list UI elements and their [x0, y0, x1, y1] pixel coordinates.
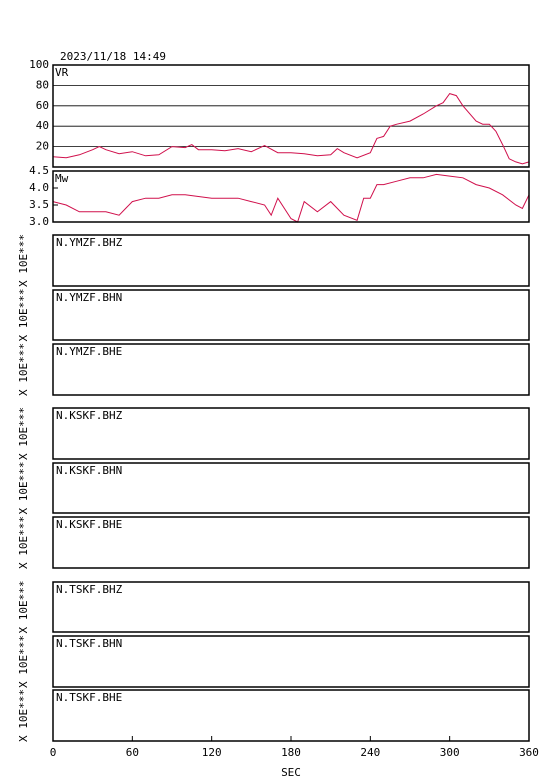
- station-label: N.YMZF.BHZ: [56, 236, 123, 249]
- y-tick-label: 60: [36, 99, 49, 112]
- y-tick-label: 100: [29, 58, 49, 71]
- y-tick-label: 3.5: [29, 198, 49, 211]
- data-line: [52, 93, 530, 165]
- x-tick-label: 180: [281, 746, 301, 759]
- panel-frame: [52, 343, 530, 396]
- y-axis-label: X 10E***: [17, 234, 30, 287]
- x-tick-label: 120: [202, 746, 222, 759]
- y-axis-label: X 10E***: [17, 289, 30, 342]
- data-line: [52, 173, 530, 223]
- y-tick-label: 80: [36, 78, 49, 91]
- y-axis-label: X 10E***: [17, 635, 30, 688]
- x-axis-label: SEC: [281, 766, 301, 779]
- y-tick-label: 4.5: [29, 164, 49, 177]
- x-tick-label: 300: [440, 746, 460, 759]
- date-title: 2023/11/18 14:49: [60, 50, 166, 63]
- panel-frame: [52, 407, 530, 460]
- y-axis-label: X 10E***: [17, 407, 30, 460]
- series-label: Mw: [55, 172, 69, 185]
- y-tick-label: 20: [36, 140, 49, 153]
- panel-frame: [52, 635, 530, 688]
- station-label: N.YMZF.BHE: [56, 345, 122, 358]
- panel-frame: [52, 234, 530, 287]
- x-tick-label: 60: [126, 746, 139, 759]
- panel-frame: [52, 462, 530, 514]
- station-label: N.TSKF.BHZ: [56, 583, 123, 596]
- panel-frame: [52, 170, 530, 223]
- station-label: N.TSKF.BHN: [56, 637, 122, 650]
- panel-frame: [52, 581, 530, 633]
- y-axis-label: X 10E***: [17, 581, 30, 634]
- y-axis-label: X 10E***: [17, 462, 30, 515]
- panel-frame: [52, 689, 530, 742]
- y-tick-label: 40: [36, 119, 49, 132]
- station-label: N.TSKF.BHE: [56, 691, 122, 704]
- station-label: N.KSKF.BHZ: [56, 409, 123, 422]
- station-label: N.KSKF.BHE: [56, 518, 122, 531]
- station-label: N.YMZF.BHN: [56, 291, 122, 304]
- y-axis-label: X 10E***: [17, 516, 30, 569]
- series-label: VR: [55, 66, 69, 79]
- station-label: N.KSKF.BHN: [56, 464, 122, 477]
- y-tick-label: 4.0: [29, 181, 49, 194]
- x-tick-label: 240: [360, 746, 380, 759]
- y-axis-label: X 10E***: [17, 689, 30, 742]
- x-tick-label: 0: [50, 746, 57, 759]
- panel-frame: [52, 516, 530, 569]
- panel-frame: [52, 289, 530, 341]
- y-axis-label: X 10E***: [17, 343, 30, 396]
- x-tick-label: 360: [519, 746, 539, 759]
- y-tick-label: 3.0: [29, 215, 49, 228]
- panel-frame: [52, 64, 530, 168]
